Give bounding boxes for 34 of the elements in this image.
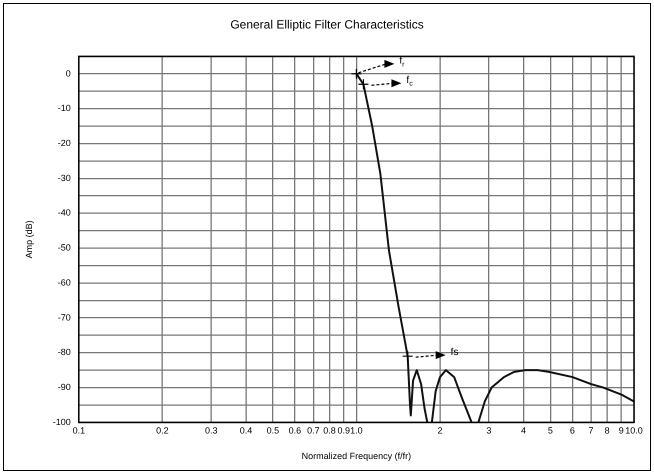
x-tick-label: 7	[588, 425, 594, 436]
y-axis-title: Amp (dB)	[24, 220, 34, 258]
x-tick-label: 0.2	[156, 425, 169, 436]
y-tick-label: -20	[58, 138, 71, 148]
y-tick-label: -90	[58, 382, 71, 392]
x-tick-label: 1.0	[350, 425, 363, 436]
x-tick-label: 0.9	[337, 425, 350, 436]
x-tick-label: 10.0	[625, 425, 643, 436]
x-tick-label: 0.4	[240, 425, 252, 436]
x-tick-label: 0.7	[307, 425, 320, 436]
x-tick-label: 0.8	[323, 425, 336, 436]
x-tick-label: 3	[486, 425, 492, 436]
x-tick-label: 0.6	[288, 425, 302, 436]
y-tick-label: -70	[58, 312, 71, 322]
y-tick-label: -60	[58, 277, 71, 288]
annotation: fs	[450, 346, 458, 358]
chart-title: General Elliptic Filter Characteristics	[230, 18, 424, 32]
x-tick-label: 5	[548, 425, 553, 436]
x-tick-label: 8	[604, 425, 610, 436]
x-tick-label: 4	[521, 425, 526, 436]
y-tick-label: -30	[58, 172, 71, 183]
y-tick-label: -40	[58, 208, 71, 218]
y-tick-label: 0	[66, 68, 71, 78]
y-tick-label: -10	[58, 103, 71, 114]
x-tick-label: 9	[618, 425, 624, 436]
x-tick-label: 0.3	[205, 425, 218, 436]
x-tick-label: 0.5	[266, 425, 280, 436]
y-tick-label: -50	[58, 242, 71, 253]
x-tick-label: 2	[437, 425, 442, 436]
y-tick-label: -100	[52, 416, 71, 427]
x-tick-label: 6	[570, 425, 575, 436]
x-tick-label: 0.1	[72, 425, 86, 436]
y-tick-label: -80	[58, 347, 71, 358]
x-axis-title: Normalized Frequency (f/fr)	[302, 451, 412, 462]
